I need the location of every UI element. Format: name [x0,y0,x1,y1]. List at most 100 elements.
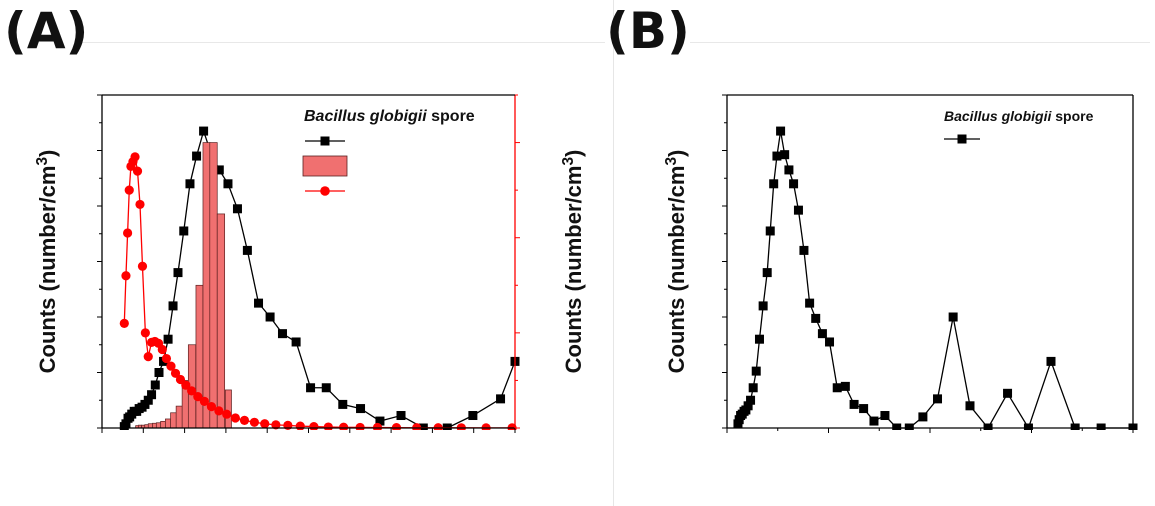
data-point [1096,423,1106,430]
legend-title-species: Bacillus globigii [944,108,1052,124]
data-point [892,423,902,430]
data-point [123,228,133,238]
legend-title-suffix: spore [1051,108,1093,124]
data-point [199,126,209,136]
data-point [214,165,224,175]
header-rule-b [690,42,1150,43]
data-point [166,361,176,371]
panel-label-b: (B) [606,2,690,60]
data-point [983,423,993,430]
data-point [130,152,140,162]
data-point [119,318,129,328]
data-point [157,344,167,355]
data-point [811,313,821,323]
data-point [1070,423,1080,430]
data-point [356,404,366,414]
data-point [396,411,406,421]
data-point [163,334,173,344]
data-point [121,271,131,281]
data-point [948,312,958,322]
data-point [161,353,172,364]
data-point [150,380,160,390]
data-point [124,185,134,195]
data-point [840,381,850,391]
data-point [418,423,428,430]
data-point [746,395,756,405]
data-point [170,368,181,378]
data-point [762,268,772,278]
data-point [799,245,809,255]
data-point [772,151,782,161]
data-point [230,413,240,423]
panel-label-a: (A) [4,2,89,60]
legend-title-species: Bacillus globigii [304,108,427,125]
data-point [748,383,758,393]
data-point [769,179,779,189]
legend-title: Bacillus globigii spore [944,108,1094,124]
data-point [784,165,794,175]
data-point [805,298,815,308]
data-point [260,419,270,429]
series-spary [733,126,1138,430]
data-point [254,298,264,308]
data-point [173,268,183,278]
data-point [214,406,224,416]
header-rule-a [80,42,605,43]
data-point [265,312,275,322]
data-point [132,166,143,176]
data-point [242,245,252,255]
data-point [192,151,202,161]
data-point [918,412,928,422]
data-point [859,404,869,414]
legend-swatch-marker [320,136,330,146]
y-axis-title: Counts (number/cm3) [34,150,61,374]
data-point [306,383,316,393]
data-point [776,126,786,136]
data-point [751,366,761,376]
data-point [904,423,914,430]
data-point [277,329,287,339]
legend-swatch-marker [320,186,330,196]
data-point [789,179,799,189]
data-point [869,416,879,426]
data-point [291,337,301,347]
data-point [1003,388,1013,398]
data-point [375,416,385,426]
data-point [232,204,242,214]
data-point [468,411,478,421]
data-point [168,301,178,311]
data-point [223,179,233,189]
data-point [758,301,768,311]
legend-swatch-marker [957,134,967,144]
data-point [765,226,775,236]
data-point [206,401,217,412]
data-point [185,179,195,189]
data-point [965,401,975,411]
legend-title: Bacillus globigii spore [304,108,475,125]
data-point [754,334,764,344]
data-point [199,396,210,406]
data-point [143,395,153,405]
data-point [147,390,157,400]
data-point [140,328,150,338]
data-point [154,368,164,377]
data-point [179,226,189,236]
data-point [1046,356,1056,366]
data-point [249,417,259,427]
legend-title-suffix: spore [427,108,475,125]
y2-axis-title: Counts (number/cm3) [560,150,587,374]
data-point [271,420,281,430]
data-point [181,380,191,390]
data-point [187,386,197,396]
data-point [743,401,753,411]
data-point [442,423,452,430]
data-point [143,352,153,362]
data-point [338,399,348,409]
data-point [933,394,943,404]
data-point [137,261,148,271]
data-point [780,150,790,160]
data-point [880,411,890,421]
data-point [825,337,835,347]
